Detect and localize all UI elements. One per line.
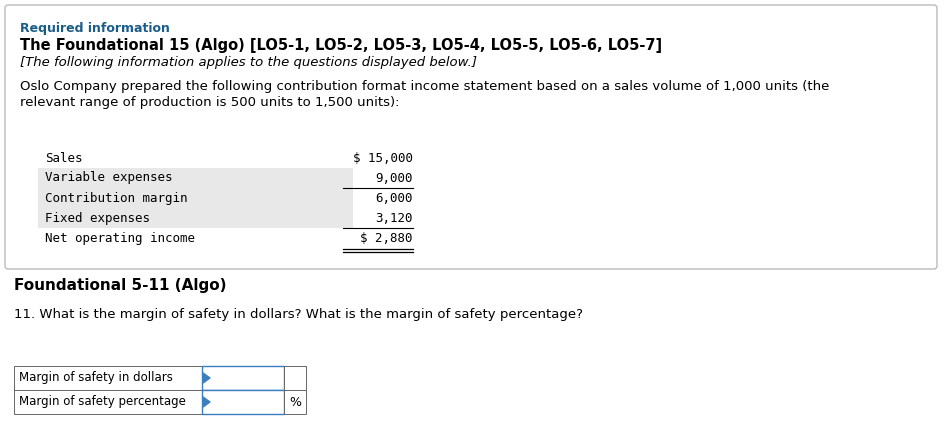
FancyBboxPatch shape (5, 5, 937, 269)
Bar (284, 390, 306, 414)
Text: Contribution margin: Contribution margin (45, 191, 188, 205)
Text: Required information: Required information (20, 22, 170, 35)
Text: relevant range of production is 500 units to 1,500 units):: relevant range of production is 500 unit… (20, 96, 399, 109)
Bar (202, 366, 284, 390)
Bar (14, 390, 202, 414)
Text: Fixed expenses: Fixed expenses (45, 211, 150, 225)
Text: 6,000: 6,000 (376, 191, 413, 205)
Bar (14, 366, 202, 390)
Text: 9,000: 9,000 (376, 171, 413, 184)
Text: Foundational 5-11 (Algo): Foundational 5-11 (Algo) (14, 278, 227, 293)
Polygon shape (203, 373, 210, 383)
Text: Margin of safety in dollars: Margin of safety in dollars (19, 372, 173, 385)
Bar (202, 390, 284, 414)
Text: [The following information applies to the questions displayed below.]: [The following information applies to th… (20, 56, 477, 69)
Text: 11. What is the margin of safety in dollars? What is the margin of safety percen: 11. What is the margin of safety in doll… (14, 308, 583, 321)
Polygon shape (203, 397, 210, 407)
Bar (284, 366, 306, 390)
Text: The Foundational 15 (Algo) [LO5-1, LO5-2, LO5-3, LO5-4, LO5-5, LO5-6, LO5-7]: The Foundational 15 (Algo) [LO5-1, LO5-2… (20, 38, 662, 53)
Text: Sales: Sales (45, 152, 82, 164)
Text: Margin of safety percentage: Margin of safety percentage (19, 396, 186, 408)
Text: Oslo Company prepared the following contribution format income statement based o: Oslo Company prepared the following cont… (20, 80, 830, 93)
Bar (38, 208, 353, 228)
Text: Net operating income: Net operating income (45, 232, 195, 245)
Bar (38, 188, 353, 208)
Bar (38, 168, 353, 188)
Text: $ 2,880: $ 2,880 (361, 232, 413, 245)
Text: %: % (289, 396, 301, 408)
Text: Variable expenses: Variable expenses (45, 171, 173, 184)
Text: $ 15,000: $ 15,000 (353, 152, 413, 164)
Text: 3,120: 3,120 (376, 211, 413, 225)
